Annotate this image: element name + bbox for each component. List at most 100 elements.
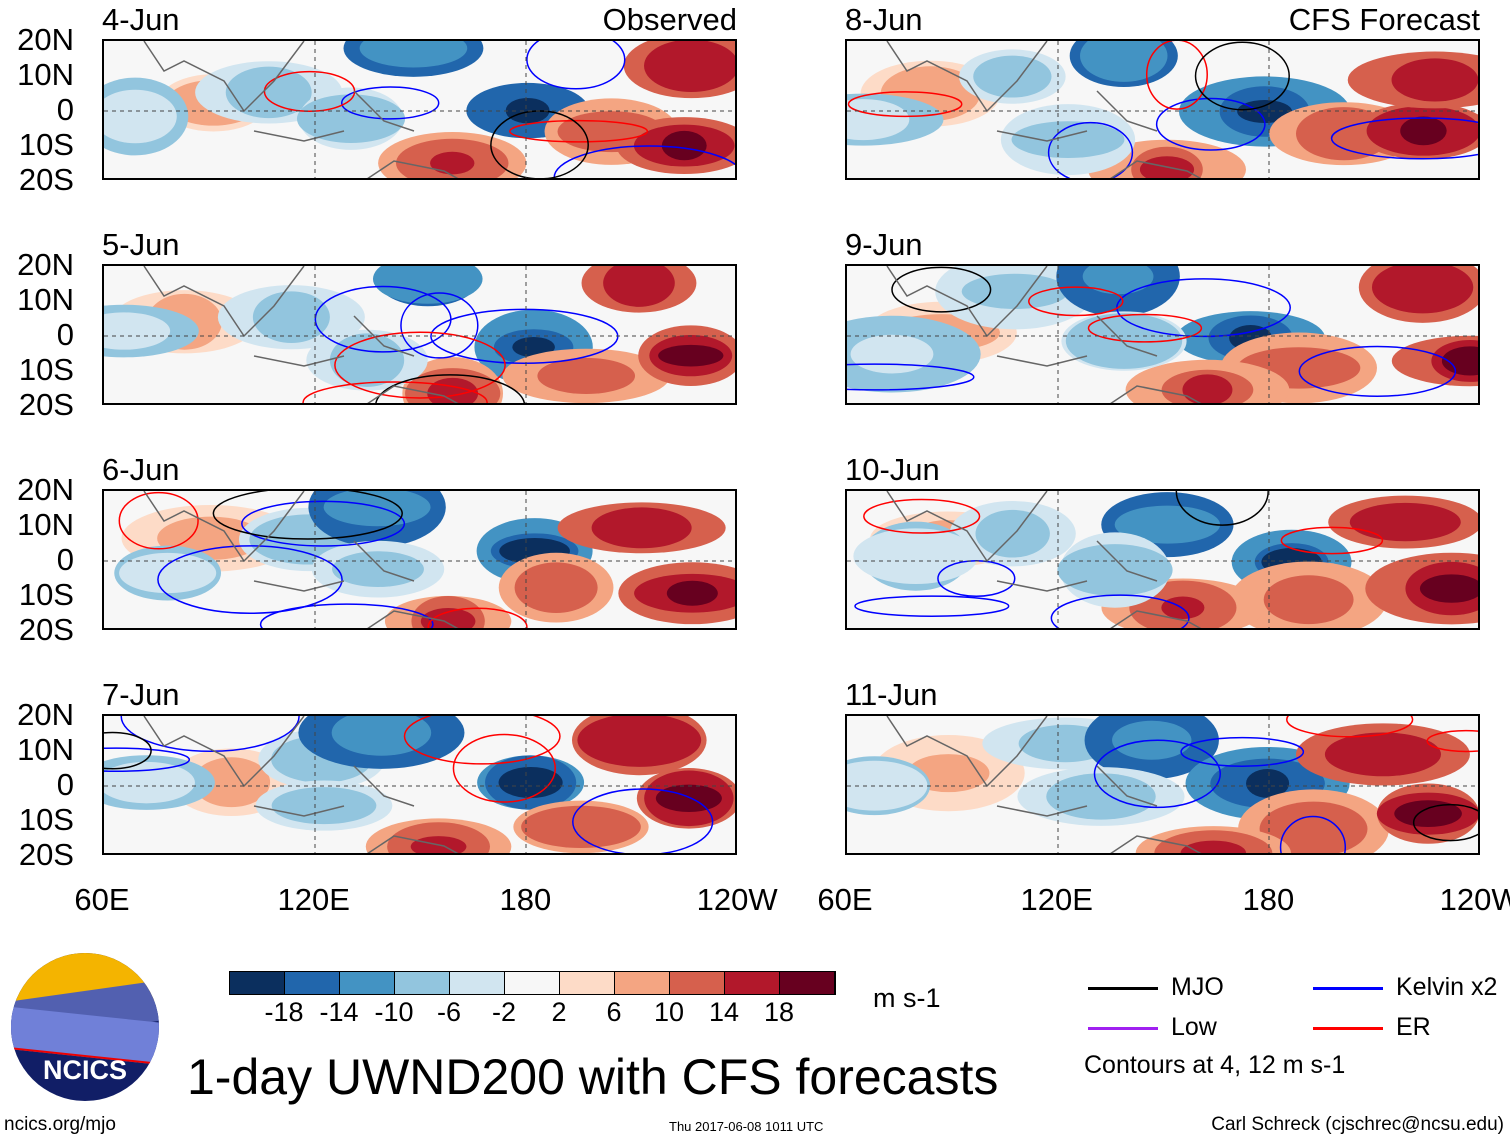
contour-line bbox=[1047, 121, 1134, 178]
lat-label: 0 bbox=[56, 542, 74, 577]
footer-url[interactable]: ncics.org/mjo bbox=[4, 1114, 116, 1135]
legend-line bbox=[1088, 987, 1158, 990]
contour-line bbox=[572, 788, 714, 853]
wind-shading bbox=[296, 94, 406, 143]
contour-line bbox=[400, 292, 479, 359]
coastline bbox=[143, 41, 459, 178]
wind-shading bbox=[1263, 575, 1354, 625]
panel-date: 11-Jun bbox=[845, 677, 938, 712]
wind-shading bbox=[1394, 800, 1462, 828]
lon-label: 60E bbox=[74, 882, 130, 917]
wind-shading bbox=[1349, 502, 1461, 542]
wind-shading bbox=[323, 491, 431, 527]
lat-label: 10N bbox=[17, 57, 74, 92]
lat-label: 10N bbox=[17, 732, 74, 767]
lat-label: 10S bbox=[18, 127, 74, 162]
wind-shading bbox=[271, 787, 377, 825]
wind-shading bbox=[644, 41, 735, 93]
panel-tag: Observed bbox=[602, 2, 737, 37]
contour-line bbox=[104, 747, 191, 773]
colorbar-swatch bbox=[340, 972, 395, 994]
wind-shading bbox=[666, 580, 718, 606]
lat-label: 20S bbox=[18, 387, 74, 422]
wind-shading bbox=[847, 99, 910, 141]
contour-line bbox=[1279, 815, 1347, 853]
lat-label: 20S bbox=[18, 162, 74, 197]
colorbar-tick: 2 bbox=[551, 997, 567, 1027]
map-panel-11-Jun bbox=[845, 714, 1480, 855]
contour-line bbox=[847, 363, 975, 391]
contour-line bbox=[241, 500, 406, 547]
wind-shading bbox=[1046, 773, 1156, 820]
colorbar-swatch bbox=[285, 972, 340, 994]
coastline bbox=[886, 41, 1202, 178]
lat-label: 20N bbox=[17, 697, 74, 732]
contour-line bbox=[1180, 736, 1305, 767]
wind-shading bbox=[577, 716, 702, 767]
contour-line bbox=[1330, 117, 1478, 160]
wind-shading bbox=[505, 97, 550, 124]
wind-shading bbox=[372, 266, 483, 304]
footer-timestamp: Thu 2017-06-08 1011 UTC bbox=[669, 1119, 824, 1134]
colorbar-tick: -18 bbox=[264, 997, 304, 1027]
contour-line bbox=[1155, 97, 1266, 151]
wind-shading bbox=[192, 757, 271, 808]
contour-line bbox=[1426, 729, 1478, 753]
wind-shading bbox=[512, 336, 555, 358]
legend-label: MJO bbox=[1171, 973, 1224, 1001]
wind-shading bbox=[1080, 41, 1168, 82]
contour-line bbox=[403, 716, 561, 765]
contour-line bbox=[1298, 345, 1457, 397]
lon-label: 120W bbox=[1439, 882, 1510, 917]
contour-line bbox=[118, 491, 199, 550]
colorbar-swatch bbox=[670, 972, 725, 994]
wind-shading bbox=[975, 509, 1050, 558]
lon-label: 120E bbox=[1020, 882, 1093, 917]
wind-shading bbox=[420, 607, 476, 628]
wind-shading bbox=[1259, 801, 1368, 853]
lat-label: 10S bbox=[18, 802, 74, 837]
contour-line bbox=[302, 381, 488, 403]
coastline bbox=[886, 716, 1202, 853]
colorbar-swatch bbox=[560, 972, 615, 994]
lon-label: 120W bbox=[696, 882, 778, 917]
contour-line bbox=[863, 498, 981, 534]
contour-line bbox=[104, 731, 152, 770]
map-panel-4-Jun bbox=[102, 39, 737, 180]
wind-shading bbox=[1057, 544, 1173, 596]
wind-shading bbox=[1246, 769, 1290, 798]
contour-line bbox=[1286, 716, 1414, 738]
colorbar-units: m s-1 bbox=[873, 983, 941, 1013]
contour-line bbox=[259, 603, 434, 628]
contour-line bbox=[375, 374, 526, 403]
wind-shading bbox=[1011, 121, 1125, 158]
colorbar-swatch bbox=[230, 972, 285, 994]
wind-shading bbox=[1441, 346, 1478, 376]
wind-shading bbox=[1324, 732, 1442, 777]
footer-author: Carl Schreck (cjschrec@ncsu.edu) bbox=[1211, 1114, 1504, 1135]
wind-shading bbox=[537, 357, 636, 394]
lat-label: 0 bbox=[56, 317, 74, 352]
wind-shading bbox=[661, 130, 707, 161]
map-panel-7-Jun bbox=[102, 714, 737, 855]
contour-line bbox=[452, 733, 557, 803]
panel-date: 7-Jun bbox=[102, 677, 180, 712]
colorbar-tick: -10 bbox=[374, 997, 414, 1027]
map-panel-5-Jun bbox=[102, 264, 737, 405]
wind-shading bbox=[225, 66, 312, 119]
wind-shading bbox=[331, 716, 432, 756]
figure-title: 1-day UWND200 with CFS forecasts bbox=[187, 1049, 999, 1105]
panel-date: 5-Jun bbox=[102, 227, 180, 262]
colorbar-swatch bbox=[725, 972, 780, 994]
contour-line bbox=[340, 86, 440, 120]
contour-line bbox=[1093, 739, 1222, 809]
lat-label: 0 bbox=[56, 767, 74, 802]
lat-label: 10S bbox=[18, 577, 74, 612]
wind-shading bbox=[1400, 116, 1447, 146]
wind-shading bbox=[329, 333, 405, 387]
colorbar-tick: -14 bbox=[319, 997, 359, 1027]
map-panel-8-Jun bbox=[845, 39, 1480, 180]
wind-shading bbox=[853, 528, 979, 584]
wind-shading bbox=[655, 784, 722, 812]
